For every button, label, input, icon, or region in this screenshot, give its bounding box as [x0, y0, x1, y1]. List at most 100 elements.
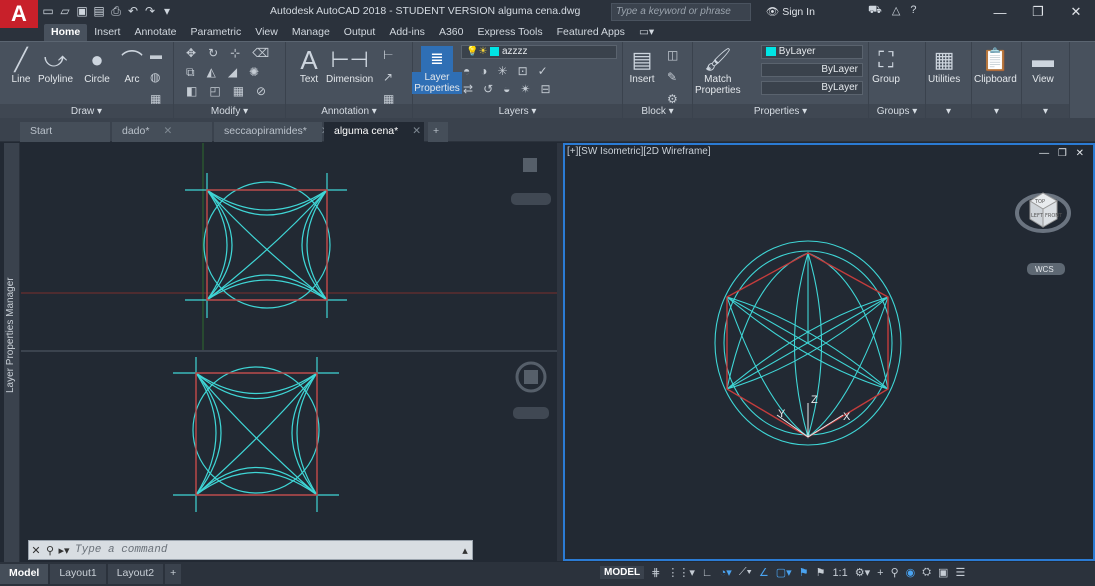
ortho-icon[interactable]: ∟ — [701, 566, 713, 579]
new-tab-button[interactable]: + — [428, 122, 448, 142]
doc-tab-alguma-cena[interactable]: alguma cena* ✕ — [324, 122, 424, 142]
help-search-input[interactable]: Type a keyword or phrase — [611, 3, 751, 21]
fillet-icon[interactable]: ◢ — [227, 65, 238, 79]
doc-tab-start[interactable]: Start — [20, 122, 110, 142]
linetype-dropdown[interactable]: ByLayer — [761, 63, 863, 77]
viewport-splitter-horizontal[interactable] — [21, 350, 557, 353]
close-button[interactable]: ✕ — [1070, 4, 1082, 19]
workspace-gear-icon[interactable]: ⚙▾ — [854, 567, 871, 579]
annotation-visibility-icon[interactable]: ⚑ — [798, 567, 809, 579]
match-properties-button[interactable]: 🖌 Match Properties — [695, 47, 741, 96]
units-icon[interactable]: ⚲ — [890, 567, 899, 579]
hardware-acceleration-icon[interactable]: ⛭ — [922, 566, 932, 578]
viewport-bottom-left[interactable] — [21, 352, 557, 560]
utilities-expand[interactable]: ▾ — [926, 104, 971, 119]
move-icon[interactable]: ✥ — [186, 46, 197, 60]
close-tab-icon[interactable]: ✕ — [412, 125, 422, 137]
layout-tab-layout1[interactable]: Layout1 — [50, 564, 106, 584]
annotation-panel-title[interactable]: Annotation ▾ — [286, 104, 412, 119]
trim-icon[interactable]: ⊹ — [230, 46, 241, 60]
snap-icon[interactable]: ⋮⋮▾ — [667, 567, 695, 579]
viewport-right-active[interactable]: [+][SW Isometric][2D Wireframe] — ❐ ✕ TO… — [563, 143, 1095, 561]
lineweight-dropdown[interactable]: ByLayer — [761, 81, 863, 95]
color-dropdown[interactable]: ByLayer — [761, 45, 863, 59]
array-icon[interactable]: ▦ — [232, 84, 245, 98]
tab-add-ins[interactable]: Add-ins — [389, 26, 425, 38]
group-button[interactable]: ⛶ Group — [872, 47, 900, 85]
customize-command-icon[interactable]: ⚲ — [45, 544, 55, 557]
edit-block-icon[interactable]: ✎ — [667, 70, 678, 84]
command-history-icon[interactable]: ▸▾ — [58, 544, 70, 557]
clipboard-button[interactable]: 📋 Clipboard — [974, 47, 1017, 85]
close-command-icon[interactable]: ✕ — [31, 544, 41, 557]
viewport-controls-label[interactable]: [+][SW Isometric][2D Wireframe] — [567, 146, 711, 157]
annotation-scale-icon[interactable]: ⚑ — [815, 567, 826, 579]
isolate-objects-icon[interactable]: ◉ — [905, 567, 916, 579]
layer-previous-icon[interactable]: ↺ — [483, 82, 494, 96]
layer-freeze-icon[interactable]: ✳ — [497, 64, 508, 78]
annotation-monitor-icon[interactable]: + — [877, 566, 884, 579]
doc-tab-seccaopiramides[interactable]: seccaopiramides*✕ — [214, 122, 330, 142]
groups-panel-title[interactable]: Groups ▾ — [869, 104, 925, 119]
tab-manage[interactable]: Manage — [291, 26, 330, 38]
exchange-icon[interactable]: △ — [891, 5, 901, 17]
erase-icon[interactable]: ⌫ — [252, 46, 270, 60]
redo-icon[interactable]: ↷ — [144, 4, 156, 18]
command-expand-icon[interactable]: ▴ — [462, 544, 468, 557]
arc-button[interactable]: ⌒ Arc — [117, 46, 147, 85]
new-icon[interactable]: ▭ — [42, 4, 54, 18]
qat-dropdown-icon[interactable]: ▾ — [163, 4, 171, 18]
cart-icon[interactable]: ⛟ — [868, 4, 882, 16]
view-button[interactable]: ▬ View — [1028, 46, 1058, 85]
minimize-button[interactable]: — — [993, 4, 1007, 20]
tab-insert[interactable]: Insert — [94, 26, 121, 38]
ribbon-options-icon[interactable]: ▭▾ — [638, 26, 655, 38]
multileader-icon[interactable]: ↗ — [383, 70, 394, 84]
object-snap-tracking-icon[interactable]: ∠ — [758, 567, 769, 579]
open-icon[interactable]: ▱ — [60, 4, 70, 18]
scale-icon[interactable]: ◰ — [209, 84, 221, 98]
utilities-button[interactable]: ▦ Utilities — [928, 47, 961, 85]
rectangle-icon[interactable]: ▬ — [150, 48, 162, 62]
tab-parametric[interactable]: Parametric — [190, 26, 242, 38]
layer-properties-button[interactable]: ≣ Layer Properties — [412, 46, 462, 94]
clean-screen-icon[interactable]: ▣ — [938, 567, 949, 579]
new-layout-button[interactable]: + — [165, 564, 182, 584]
mirror-icon[interactable]: ◭ — [206, 65, 216, 79]
leader-icon[interactable]: ⊢ — [383, 48, 394, 62]
make-current-icon[interactable]: ✓ — [537, 64, 548, 78]
layer-unlock-icon[interactable]: ⊟ — [540, 82, 551, 96]
tab-view[interactable]: View — [255, 26, 278, 38]
line-button[interactable]: ╱ Line — [6, 46, 36, 85]
close-tab-icon[interactable]: ✕ — [163, 125, 173, 137]
command-input[interactable]: Type a command — [75, 544, 168, 556]
undo-icon[interactable]: ↶ — [127, 4, 139, 18]
grid-icon[interactable]: ⋕ — [651, 567, 661, 579]
save-as-icon[interactable]: ▤ — [93, 4, 105, 18]
hatch-icon[interactable]: ◍ — [150, 70, 161, 84]
customization-icon[interactable]: ☰ — [955, 567, 966, 579]
rotate-icon[interactable]: ↻ — [208, 46, 219, 60]
tab-featured-apps[interactable]: Featured Apps — [556, 26, 625, 38]
polar-icon[interactable]: ◔▾ — [719, 567, 732, 579]
attribute-icon[interactable]: ⚙ — [667, 92, 678, 106]
layer-unisolate-icon[interactable]: ◒ — [503, 82, 511, 96]
tab-a360[interactable]: A360 — [438, 26, 464, 38]
layer-lock-icon[interactable]: ⊡ — [517, 64, 528, 78]
layer-thaw-icon[interactable]: ✴ — [520, 82, 531, 96]
tab-annotate[interactable]: Annotate — [134, 26, 177, 38]
model-space-toggle[interactable]: MODEL — [600, 566, 645, 579]
create-block-icon[interactable]: ◫ — [667, 48, 679, 62]
isodraft-icon[interactable]: ⟋▾ — [738, 566, 752, 578]
tab-express-tools[interactable]: Express Tools — [477, 26, 543, 38]
viewport-top-left[interactable] — [21, 143, 557, 350]
help-icon[interactable]: ? — [910, 4, 917, 16]
sign-in-button[interactable]: 👁 Sign In — [766, 6, 815, 18]
application-menu-button[interactable]: A — [0, 0, 38, 28]
dimension-button[interactable]: ⊢⊣ Dimension — [326, 47, 374, 85]
viewport-window-controls[interactable]: — ❐ ✕ — [1039, 148, 1087, 159]
gradient-icon[interactable]: ▦ — [150, 92, 162, 106]
layout-tab-model[interactable]: Model — [0, 564, 49, 584]
properties-panel-title[interactable]: Properties ▾ — [693, 104, 868, 119]
restore-button[interactable]: ❐ — [1032, 4, 1044, 19]
